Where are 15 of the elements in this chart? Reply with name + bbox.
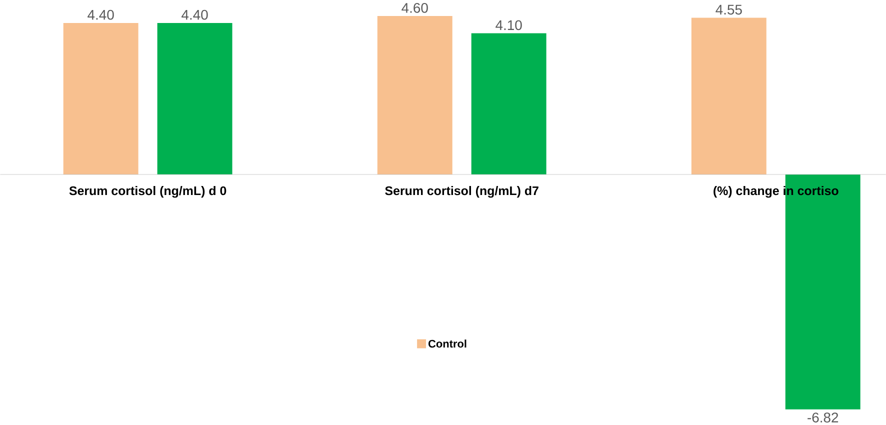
- bar: [785, 174, 860, 410]
- data-label: 4.60: [402, 2, 428, 13]
- data-label: 4.40: [88, 10, 114, 20]
- data-label: -6.82: [808, 412, 838, 422]
- x-tick-label: Serum cortisol (ng/mL) d 0: [69, 186, 226, 198]
- bar: [157, 22, 232, 174]
- bar: [63, 22, 138, 174]
- bar: [691, 18, 766, 174]
- bar: [377, 16, 452, 174]
- bar: [471, 33, 546, 174]
- data-label: 4.55: [716, 4, 742, 14]
- x-tick-label: Serum cortisol (ng/mL) d7: [385, 186, 538, 198]
- data-label: 4.10: [496, 20, 522, 30]
- data-label: 4.40: [182, 10, 208, 20]
- legend-label: Control: [428, 339, 466, 348]
